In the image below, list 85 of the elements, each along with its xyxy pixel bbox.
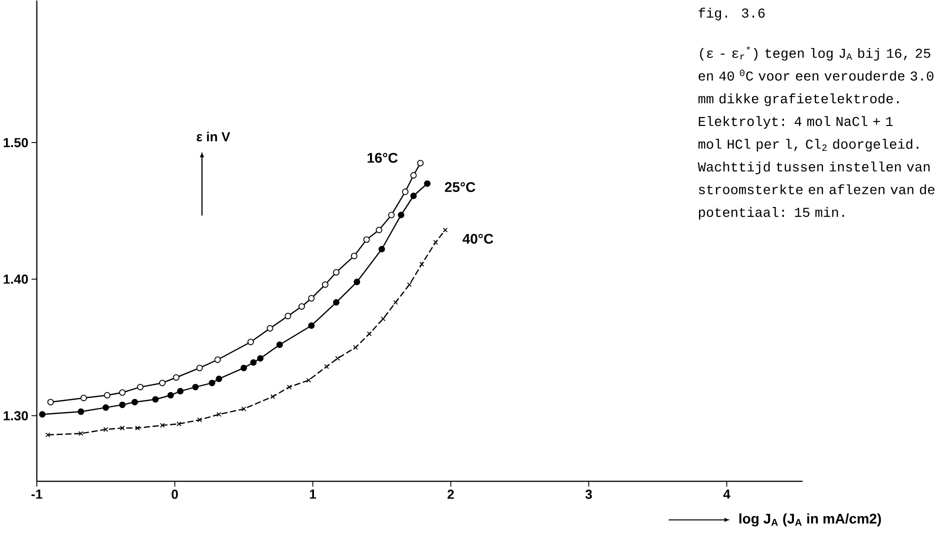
x-tick-label: 0	[172, 490, 178, 500]
point	[332, 299, 340, 306]
point	[47, 398, 54, 406]
point	[442, 228, 448, 233]
point	[192, 384, 199, 390]
point	[376, 226, 382, 234]
point	[266, 325, 274, 332]
point	[240, 364, 248, 372]
point	[241, 406, 246, 412]
y-tick-label: 1.30	[4, 411, 28, 420]
point	[402, 188, 408, 196]
point	[433, 240, 438, 245]
point	[393, 300, 398, 305]
series-label: 16°C	[368, 152, 398, 163]
point	[306, 378, 312, 383]
y-tick-label: 1.50	[4, 138, 28, 148]
x-tick-label: 4	[723, 490, 730, 499]
point	[354, 278, 360, 286]
point	[257, 355, 264, 362]
y-axis-title: ε in V	[196, 132, 230, 142]
point	[197, 417, 202, 422]
point	[208, 380, 216, 386]
point	[177, 388, 184, 394]
series-label: 40°C	[462, 234, 494, 244]
x-tick-label: 2	[448, 490, 454, 499]
point	[410, 192, 417, 200]
point	[250, 359, 257, 366]
point	[284, 312, 292, 320]
point	[216, 412, 222, 417]
point	[406, 282, 412, 288]
annotation: Elektrolyt: 4 mol NaCl + 1 mol HCl per l, Cl$_{2}$ doorgeleid. Wachttijd tussen instellen van stroomsterkte en aflezen van de potentiaal: 15 min.	[698, 116, 934, 220]
point	[120, 426, 125, 431]
point	[322, 281, 328, 288]
series-label: 25°C	[444, 182, 476, 192]
point	[102, 404, 110, 411]
point	[159, 380, 166, 386]
point	[276, 342, 283, 348]
point	[398, 212, 404, 218]
point	[119, 389, 126, 396]
point	[308, 295, 315, 302]
point	[45, 432, 50, 438]
point	[363, 236, 370, 243]
point	[424, 180, 431, 187]
point	[104, 392, 110, 399]
point	[137, 384, 144, 390]
point	[132, 398, 138, 406]
text: (ε - ε$_{r}$$^{*}$) tegen log J$_{A}$ bij 16, 25 en 40 $^{0}$C voor een verouderde 3.0 mm dikke grafietelektrode.	[698, 46, 934, 106]
point	[335, 356, 340, 361]
point	[417, 160, 424, 166]
point	[298, 303, 305, 310]
point	[388, 212, 395, 218]
point	[214, 356, 221, 364]
point	[78, 408, 84, 415]
point	[80, 394, 87, 402]
x-tick-label: 1	[310, 490, 316, 499]
point	[176, 422, 182, 426]
point	[216, 376, 222, 382]
annotation: fig. 3.6	[698, 8, 765, 20]
point	[350, 252, 358, 260]
point	[135, 426, 140, 431]
point	[39, 411, 46, 418]
point	[167, 392, 174, 399]
point	[172, 374, 180, 381]
y-tick-label: 1.40	[4, 274, 28, 284]
point	[366, 331, 372, 336]
x-axis-title: log J$_{A}$ (J$_{A}$ in mA/cm2)	[739, 513, 881, 527]
point	[353, 345, 358, 350]
x-tick-label: 3	[585, 490, 592, 500]
point	[380, 316, 386, 322]
point	[270, 394, 276, 400]
point	[419, 262, 424, 267]
point	[286, 384, 292, 390]
point	[78, 431, 84, 436]
point	[378, 246, 386, 252]
point	[332, 269, 340, 276]
point	[160, 422, 165, 428]
point	[196, 364, 203, 372]
point	[324, 364, 329, 370]
point	[119, 402, 126, 408]
point	[103, 427, 108, 432]
point	[410, 172, 417, 179]
x-tick-label: -1	[31, 490, 42, 499]
point	[308, 322, 315, 329]
point	[152, 396, 159, 403]
point	[247, 338, 254, 346]
